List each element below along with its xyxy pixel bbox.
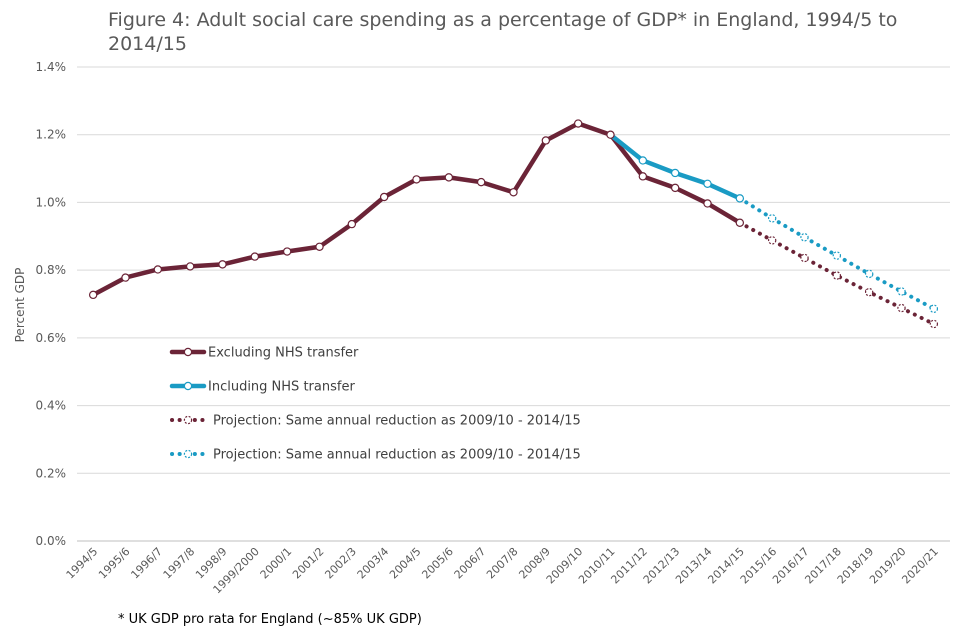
- data-point: [606, 130, 615, 139]
- legend-marker: [183, 381, 193, 391]
- data-point: [670, 183, 680, 193]
- legend-label: Projection: Same annual reduction as 200…: [213, 448, 581, 463]
- y-axis-label: Percent GDP: [13, 268, 27, 343]
- data-point: [832, 251, 842, 260]
- legend-marker: [183, 347, 193, 357]
- data-point: [638, 156, 648, 165]
- data-point: [670, 168, 680, 178]
- data-point: [347, 219, 357, 229]
- x-tick-label: 2002/3: [322, 545, 359, 582]
- y-tick-label: 0.6%: [36, 331, 67, 345]
- data-point: [88, 290, 98, 300]
- data-point: [897, 303, 906, 313]
- data-point: [929, 319, 939, 329]
- x-tick-label: 2004/5: [387, 545, 424, 582]
- x-tick-label: 2006/7: [452, 545, 489, 582]
- data-point: [832, 271, 842, 280]
- data-point: [735, 218, 745, 227]
- footnote: * UK GDP pro rata for England (~85% UK G…: [118, 612, 422, 627]
- x-tick-label: 2007/8: [484, 545, 521, 582]
- data-point: [218, 260, 227, 269]
- y-tick-label: 1.2%: [36, 128, 67, 142]
- series-markers: [88, 119, 939, 329]
- chart-title: Figure 4: Adult social care spending as …: [108, 9, 898, 55]
- y-tick-label: 0.0%: [36, 534, 67, 548]
- data-point: [412, 175, 421, 184]
- legend-label: Projection: Same annual reduction as 200…: [213, 414, 581, 429]
- data-point: [121, 273, 130, 282]
- data-point: [897, 287, 906, 296]
- x-tick-label: 1996/7: [128, 545, 165, 582]
- data-point: [800, 233, 809, 242]
- x-tick-label: 1995/6: [96, 545, 133, 582]
- y-tick-label: 0.2%: [36, 466, 67, 480]
- data-point: [153, 265, 163, 274]
- data-point: [929, 304, 939, 313]
- y-tick-label: 0.8%: [36, 263, 67, 277]
- legend: Excluding NHS transfer Including NHS tran…: [169, 346, 581, 463]
- data-point: [379, 192, 389, 202]
- y-tick-label: 0.4%: [36, 399, 67, 413]
- x-tick-label: 1994/5: [64, 545, 101, 582]
- x-tick-label: 2000/1: [258, 545, 295, 582]
- data-point: [541, 136, 551, 145]
- data-point: [509, 188, 518, 197]
- x-axis-ticks: 1994/51995/61996/71997/81998/91999/20002…: [64, 545, 941, 596]
- data-point: [864, 269, 874, 279]
- data-point: [250, 252, 260, 261]
- y-axis-ticks: 0.0% 0.2% 0.4% 0.6% 0.8% 1.0% 1.2% 1.4%: [36, 60, 67, 548]
- gridlines: [77, 66, 950, 542]
- data-point: [864, 287, 874, 297]
- data-point: [315, 242, 324, 251]
- data-point: [282, 247, 292, 256]
- legend-marker: [183, 415, 193, 425]
- data-point: [444, 173, 454, 182]
- data-point: [476, 177, 486, 187]
- data-point: [573, 119, 583, 128]
- legend-label: Excluding NHS transfer: [208, 346, 359, 361]
- y-tick-label: 1.4%: [36, 60, 67, 74]
- data-point: [185, 262, 195, 271]
- x-tick-label: 2001/2: [290, 545, 327, 582]
- data-point: [735, 194, 745, 203]
- data-point: [703, 179, 712, 189]
- y-tick-label: 1.0%: [36, 195, 67, 209]
- data-point: [638, 172, 648, 181]
- x-tick-label: 2005/6: [419, 545, 456, 582]
- data-point: [800, 253, 809, 263]
- data-point: [767, 236, 777, 245]
- x-tick-label: 1997/8: [161, 545, 198, 582]
- legend-marker: [183, 449, 193, 459]
- legend-label: Including NHS transfer: [208, 380, 355, 395]
- series-lines: [90, 121, 936, 326]
- data-point: [703, 199, 712, 208]
- data-point: [767, 214, 777, 223]
- x-tick-label: 2003/4: [355, 545, 392, 582]
- x-tick-label: 2020/21: [899, 545, 941, 587]
